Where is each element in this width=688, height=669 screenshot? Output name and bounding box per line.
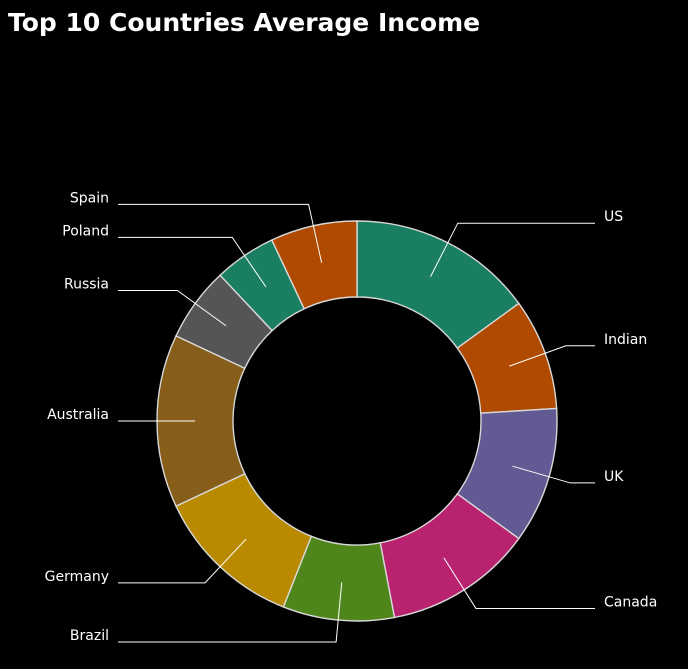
leader-line-poland: [118, 236, 267, 288]
leader-line-canada: [443, 557, 595, 609]
slice-label-uk: UK: [604, 469, 624, 485]
leader-line-spain: [118, 203, 323, 264]
leader-line-russia: [118, 290, 227, 327]
slice-label-canada: Canada: [604, 594, 657, 610]
slice-label-australia: Australia: [47, 407, 109, 423]
slice-label-poland: Poland: [62, 223, 109, 239]
slice-label-us: US: [604, 209, 623, 225]
leader-line-indian: [509, 345, 595, 367]
slice-spain[interactable]: [270, 220, 358, 310]
leader-line-brazil: [118, 582, 343, 643]
leader-lines-group: [118, 203, 595, 643]
slices-group: [156, 220, 558, 622]
slice-label-indian: Indian: [604, 332, 647, 348]
leader-line-uk: [512, 465, 595, 484]
slice-label-germany: Germany: [45, 569, 109, 585]
slice-label-brazil: Brazil: [70, 628, 109, 644]
labels-group: US Indian UK Canada Brazil Germany Australia Ru…: [45, 190, 658, 644]
leader-line-germany: [118, 538, 247, 584]
chart-title: Top 10 Countries Average Income: [8, 8, 481, 37]
slice-label-russia: Russia: [64, 277, 109, 293]
leader-line-us: [430, 222, 595, 277]
slice-label-spain: Spain: [70, 190, 109, 206]
